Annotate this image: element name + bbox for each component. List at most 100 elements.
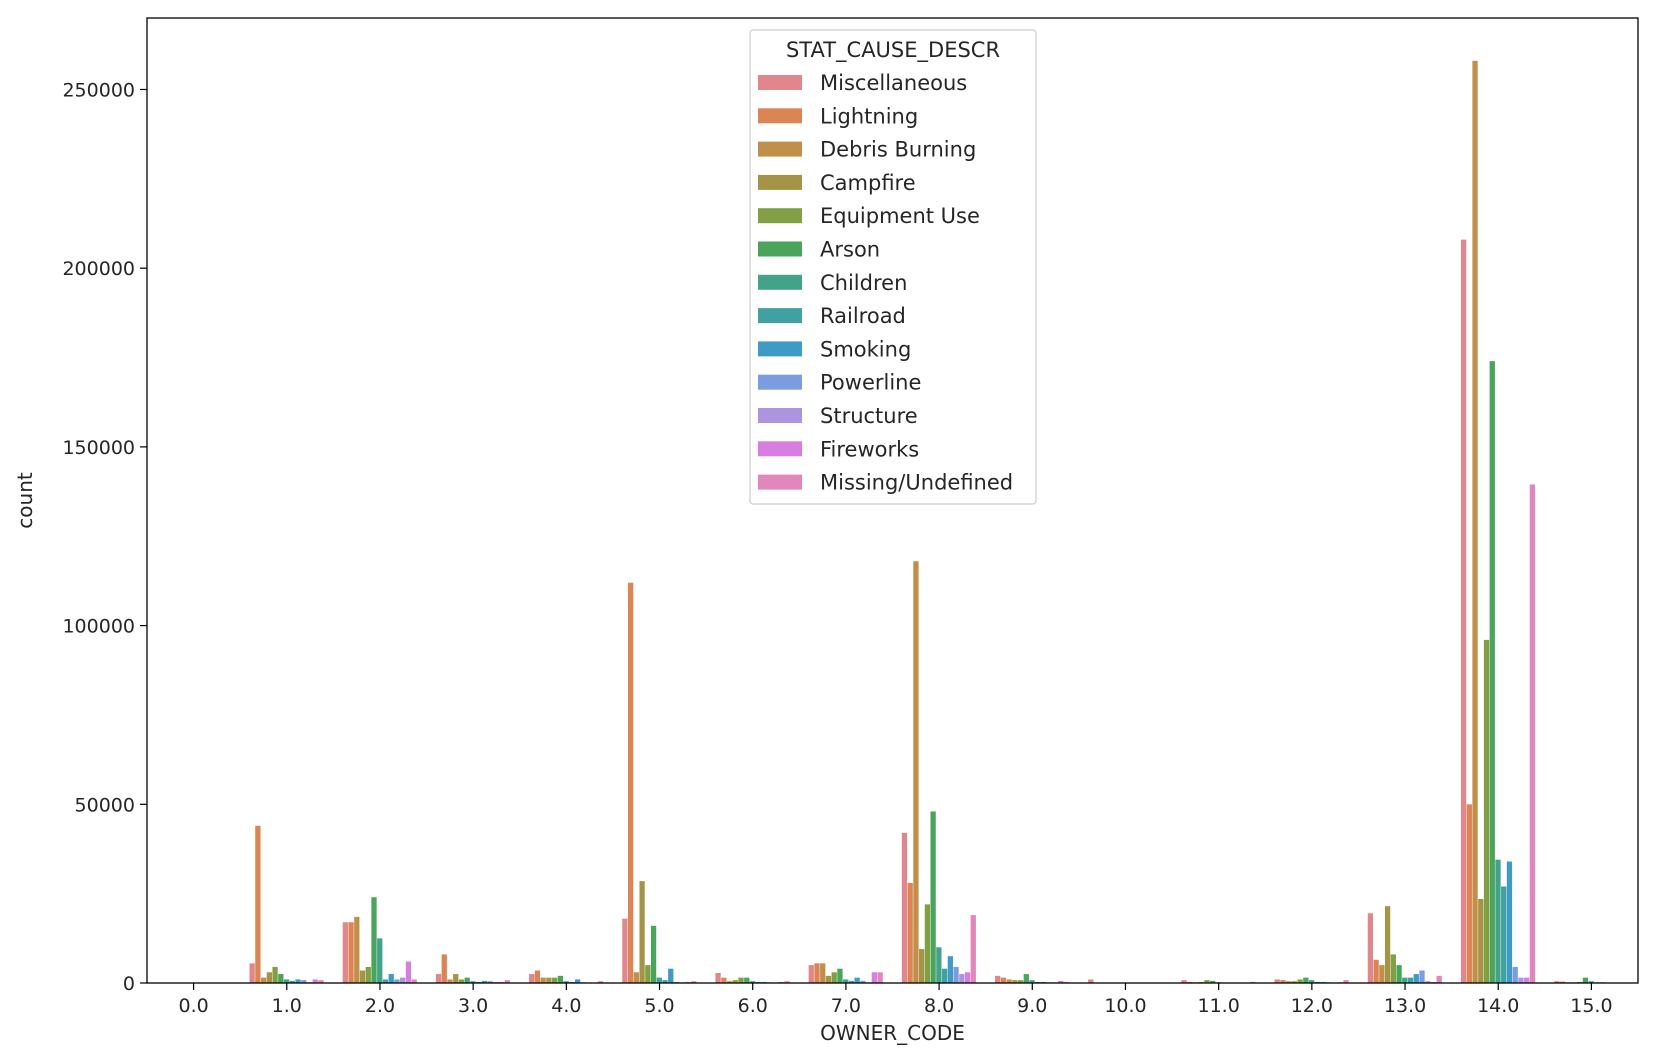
bar-campfire-9.0 <box>1012 980 1018 983</box>
legend-entry: Lightning <box>820 104 918 128</box>
bar-railroad-7.0 <box>848 980 855 983</box>
bar-fireworks-1.0 <box>312 979 318 983</box>
x-tick-label: 2.0 <box>365 995 395 1017</box>
y-axis: 0 50000 100000 150000 200000 250000 <box>62 79 147 995</box>
y-tick-label: 100000 <box>62 616 135 638</box>
x-tick-label: 6.0 <box>738 995 768 1017</box>
bar-equipment-use-14.0 <box>1483 639 1490 983</box>
bar-smoking-8.0 <box>947 956 953 983</box>
legend-title: STAT_CAUSE_DESCR <box>786 38 1000 63</box>
x-tick-label: 7.0 <box>831 995 861 1017</box>
legend-swatch <box>758 341 802 357</box>
x-axis: 0.0 1.0 2.0 3.0 4.0 5.0 6.0 7.0 8.0 9.0 10.0 11.0 12… <box>178 983 1613 1017</box>
x-tick-label: 0.0 <box>178 995 208 1017</box>
bar-missing-undefined-6.0 <box>784 981 790 983</box>
bar-debris-burning-3.0 <box>447 979 453 983</box>
bar-children-2.0 <box>377 938 383 983</box>
bar-fireworks-7.0 <box>871 972 877 983</box>
axes-frame <box>146 17 1639 984</box>
x-tick-label: 11.0 <box>1198 995 1240 1017</box>
bar-missing-undefined-4.0 <box>597 981 604 983</box>
legend-items: Miscellaneous Lightning Debris Burning Camp… <box>758 71 1013 495</box>
bar-campfire-8.0 <box>919 949 925 983</box>
bar-arson-13.0 <box>1396 965 1402 983</box>
legend-entry: Fireworks <box>820 437 919 461</box>
bar-children-15.0 <box>1588 981 1594 983</box>
bar-campfire-6.0 <box>732 980 738 983</box>
bar-missing-undefined-14.0 <box>1529 484 1536 983</box>
bar-lightning-2.0 <box>348 922 354 983</box>
bar-children-3.0 <box>470 981 476 983</box>
bar-miscellaneous-8.0 <box>901 832 908 983</box>
bar-structure-8.0 <box>959 974 965 983</box>
legend: STAT_CAUSE_DESCR Miscellaneous Lightning D… <box>749 29 1037 505</box>
bar-campfire-13.0 <box>1384 906 1391 983</box>
bar-miscellaneous-7.0 <box>808 965 814 983</box>
bar-arson-8.0 <box>930 811 936 983</box>
bar-lightning-12.0 <box>1280 980 1286 983</box>
bar-campfire-4.0 <box>546 977 552 983</box>
y-tick-label: 0 <box>123 973 135 995</box>
bar-miscellaneous-12.0 <box>1274 979 1280 983</box>
legend-swatch <box>758 374 802 390</box>
x-tick-label: 4.0 <box>551 995 581 1017</box>
bar-powerline-3.0 <box>487 981 493 983</box>
bar-fireworks-9.0 <box>1058 980 1064 983</box>
bar-debris-burning-9.0 <box>1006 979 1012 983</box>
bar-missing-undefined-1.0 <box>318 980 324 983</box>
bar-equipment-use-1.0 <box>272 966 278 983</box>
bar-railroad-13.0 <box>1407 977 1414 983</box>
bar-powerline-13.0 <box>1419 970 1425 983</box>
bar-equipment-use-13.0 <box>1390 954 1396 983</box>
y-tick-label: 150000 <box>62 437 135 459</box>
x-tick-label: 12.0 <box>1291 995 1333 1017</box>
bar-debris-burning-1.0 <box>260 977 267 983</box>
bar-equipment-use-5.0 <box>645 965 651 983</box>
bar-lightning-3.0 <box>441 954 447 983</box>
bar-miscellaneous-13.0 <box>1367 913 1374 983</box>
bar-campfire-2.0 <box>359 970 366 983</box>
bar-lightning-7.0 <box>814 963 820 983</box>
bar-miscellaneous-6.0 <box>715 972 721 983</box>
bars-group <box>249 60 1629 984</box>
bar-lightning-15.0 <box>1559 981 1566 983</box>
legend-swatch <box>758 274 802 290</box>
bar-arson-11.0 <box>1210 980 1216 983</box>
bar-miscellaneous-14.0 <box>1460 239 1467 984</box>
bar-arson-3.0 <box>464 977 470 983</box>
bar-campfire-12.0 <box>1291 981 1298 983</box>
bar-equipment-use-8.0 <box>924 904 931 983</box>
bar-children-9.0 <box>1029 980 1035 983</box>
x-tick-label: 3.0 <box>458 995 488 1017</box>
bar-missing-undefined-3.0 <box>504 980 510 983</box>
bar-children-4.0 <box>563 981 569 983</box>
bar-arson-6.0 <box>744 977 750 983</box>
legend-entry: Miscellaneous <box>820 71 967 95</box>
bar-debris-burning-6.0 <box>726 981 733 983</box>
bar-debris-burning-13.0 <box>1379 965 1385 983</box>
bar-children-14.0 <box>1495 859 1501 983</box>
bar-debris-burning-5.0 <box>633 972 640 983</box>
x-tick-label: 10.0 <box>1104 995 1146 1017</box>
bar-arson-4.0 <box>557 975 564 983</box>
bar-campfire-14.0 <box>1478 899 1484 983</box>
legend-entry: Debris Burning <box>820 138 976 162</box>
bar-equipment-use-6.0 <box>738 977 744 983</box>
bar-railroad-1.0 <box>289 980 295 983</box>
bar-children-7.0 <box>843 979 849 983</box>
bar-arson-14.0 <box>1489 361 1495 983</box>
bar-smoking-7.0 <box>854 977 860 983</box>
bar-structure-2.0 <box>400 977 406 983</box>
bar-missing-undefined-13.0 <box>1436 975 1442 983</box>
legend-swatch <box>758 308 802 324</box>
bar-miscellaneous-9.0 <box>995 975 1001 983</box>
bar-smoking-4.0 <box>574 979 581 983</box>
bar-powerline-8.0 <box>953 966 959 983</box>
bar-arson-7.0 <box>837 968 843 983</box>
bar-arson-2.0 <box>371 897 377 983</box>
bar-arson-9.0 <box>1023 974 1029 983</box>
legend-entry: Structure <box>820 404 918 428</box>
bar-lightning-5.0 <box>627 582 634 983</box>
bar-lightning-14.0 <box>1466 804 1472 983</box>
x-tick-label: 1.0 <box>272 995 302 1017</box>
